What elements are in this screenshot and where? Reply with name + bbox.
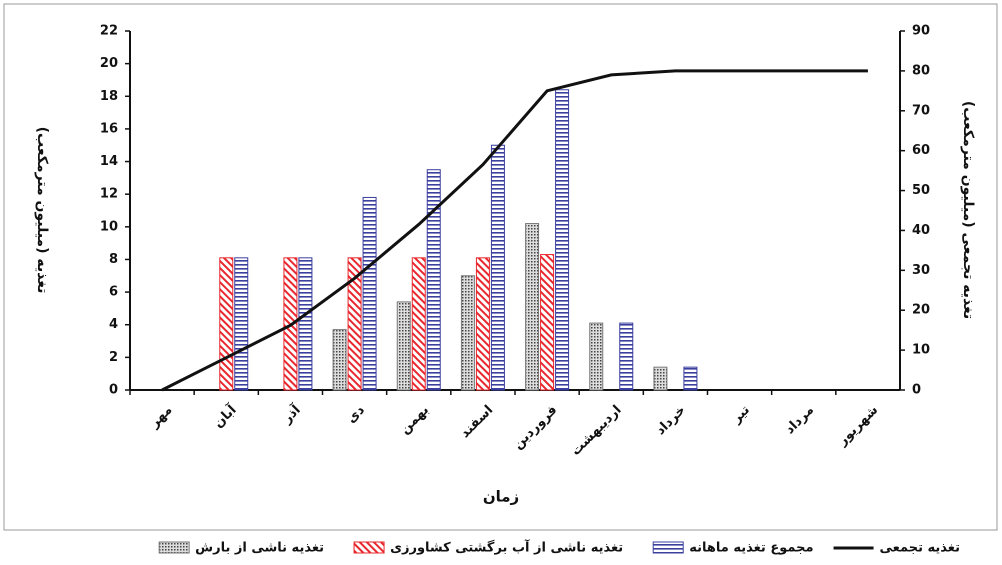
bar <box>555 89 570 391</box>
x-tick-label: آذر <box>278 401 304 427</box>
legend-label: تغذیه ناشی از بارش <box>195 541 324 556</box>
bar <box>683 366 698 391</box>
y2-axis-title: تغذیه تجمعی (میلیون مترمکعب) <box>960 101 976 319</box>
y-tick-label: 14 <box>100 154 118 169</box>
bar <box>475 257 490 391</box>
x-tick-label: بهمن <box>397 403 432 438</box>
x-tick-label: شهریور <box>835 403 882 450</box>
legend-label: مجموع تغذیه ماهانه <box>689 541 813 556</box>
bar <box>460 275 475 391</box>
bar <box>589 322 604 391</box>
legend-swatch <box>158 541 190 554</box>
y-tick-label: 16 <box>100 121 118 136</box>
y2-tick-label: 10 <box>912 343 930 358</box>
x-tick-label: اسفند <box>458 403 496 441</box>
bar <box>426 169 441 391</box>
y-tick-label: 0 <box>109 383 118 398</box>
x-axis-title: زمان <box>483 488 519 506</box>
y2-tick-label: 0 <box>912 383 921 398</box>
y2-tick-label: 70 <box>912 103 930 118</box>
y2-tick-label: 40 <box>912 223 930 238</box>
x-tick-label: مرداد <box>782 403 817 438</box>
x-tick-label: دی <box>344 402 368 426</box>
x-tick-label: خرداد <box>653 403 689 439</box>
y-tick-label: 4 <box>109 317 118 332</box>
y-tick-label: 18 <box>100 89 118 104</box>
bar <box>411 257 426 391</box>
bar <box>332 329 347 391</box>
x-tick-label: فروردین <box>511 403 561 453</box>
bar <box>362 196 377 391</box>
bar <box>219 257 234 391</box>
bar <box>396 301 411 391</box>
y-tick-label: 12 <box>100 187 118 202</box>
bar <box>490 144 505 391</box>
y2-tick-label: 50 <box>912 183 930 198</box>
legend-label: تغذیه تجمعی <box>880 541 960 556</box>
x-tick-label: مهر <box>147 403 176 432</box>
bar <box>653 366 668 391</box>
y2-tick-label: 60 <box>912 143 930 158</box>
y-tick-label: 10 <box>100 219 118 234</box>
y2-tick-label: 90 <box>912 24 930 39</box>
y2-tick-label: 80 <box>912 63 930 78</box>
x-tick-label: آبان <box>210 401 240 431</box>
y-tick-label: 8 <box>109 252 118 267</box>
legend-swatch <box>652 541 684 554</box>
frame <box>3 3 998 531</box>
x-tick-label: اردیبهشت <box>568 403 624 459</box>
bar <box>619 322 634 391</box>
y-tick-label: 2 <box>109 350 118 365</box>
legend-label: تغذیه ناشی از آب برگشتی کشاورزی <box>390 539 623 556</box>
y2-tick-label: 20 <box>912 303 930 318</box>
bar <box>347 257 362 391</box>
line <box>161 69 868 392</box>
bar <box>540 254 555 391</box>
x-tick-label: تیر <box>729 403 753 427</box>
y-tick-label: 20 <box>100 56 118 71</box>
bar <box>298 257 313 391</box>
y2-tick-label: 30 <box>912 263 930 278</box>
bar <box>525 223 540 391</box>
y-axis-title: تغذیه (میلیون مترمکعب) <box>34 127 50 294</box>
y-tick-label: 22 <box>100 24 118 39</box>
y-tick-label: 6 <box>109 285 118 300</box>
bar <box>234 257 249 391</box>
legend-swatch <box>353 541 385 554</box>
